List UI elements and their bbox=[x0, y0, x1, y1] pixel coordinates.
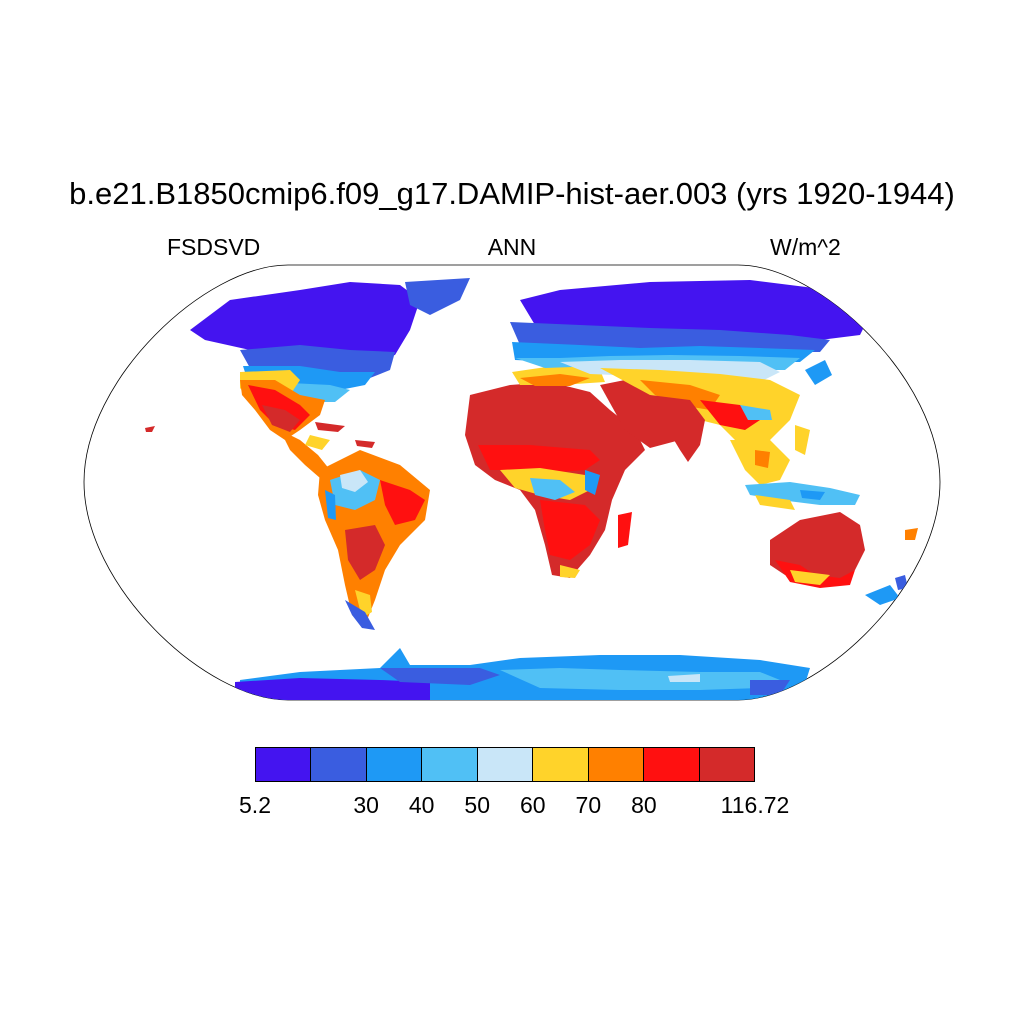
colorbar-tick-label: 5.2 bbox=[239, 792, 271, 818]
eurasia-landmass bbox=[510, 280, 870, 485]
colorbar-tick-label: 60 bbox=[519, 792, 546, 818]
colorbar-tick-label: 50 bbox=[464, 792, 491, 818]
units-label: W/m^2 bbox=[770, 234, 841, 260]
colorbar-tick-label: 40 bbox=[408, 792, 435, 818]
colorbar-swatch bbox=[422, 748, 478, 781]
colorbar-swatch bbox=[533, 748, 589, 781]
variable-label: FSDSVD bbox=[167, 234, 261, 260]
season-label: ANN bbox=[487, 234, 537, 260]
colorbar-swatch bbox=[311, 748, 367, 781]
maritime-asia-landmass bbox=[745, 482, 860, 510]
colorbar bbox=[255, 747, 755, 782]
colorbar-swatch bbox=[366, 748, 423, 781]
colorbar-tick-label: 30 bbox=[353, 792, 379, 818]
antarctica-landmass bbox=[235, 648, 810, 700]
colorbar-swatch bbox=[644, 748, 700, 781]
north-america-landmass bbox=[145, 278, 470, 478]
plot-title: b.e21.B1850cmip6.f09_g17.DAMIP-hist-aer.… bbox=[69, 176, 955, 211]
colorbar-tick-label: 80 bbox=[631, 792, 657, 818]
australia-landmass bbox=[770, 512, 918, 605]
colorbar-swatch bbox=[588, 748, 645, 781]
south-america-landmass bbox=[318, 450, 430, 630]
colorbar-tick-label: 116.72 bbox=[720, 792, 790, 818]
colorbar-swatch bbox=[256, 748, 312, 781]
colorbar-tick-label: 70 bbox=[575, 792, 602, 818]
colorbar-swatch bbox=[477, 748, 534, 781]
colorbar-swatch bbox=[699, 748, 754, 781]
